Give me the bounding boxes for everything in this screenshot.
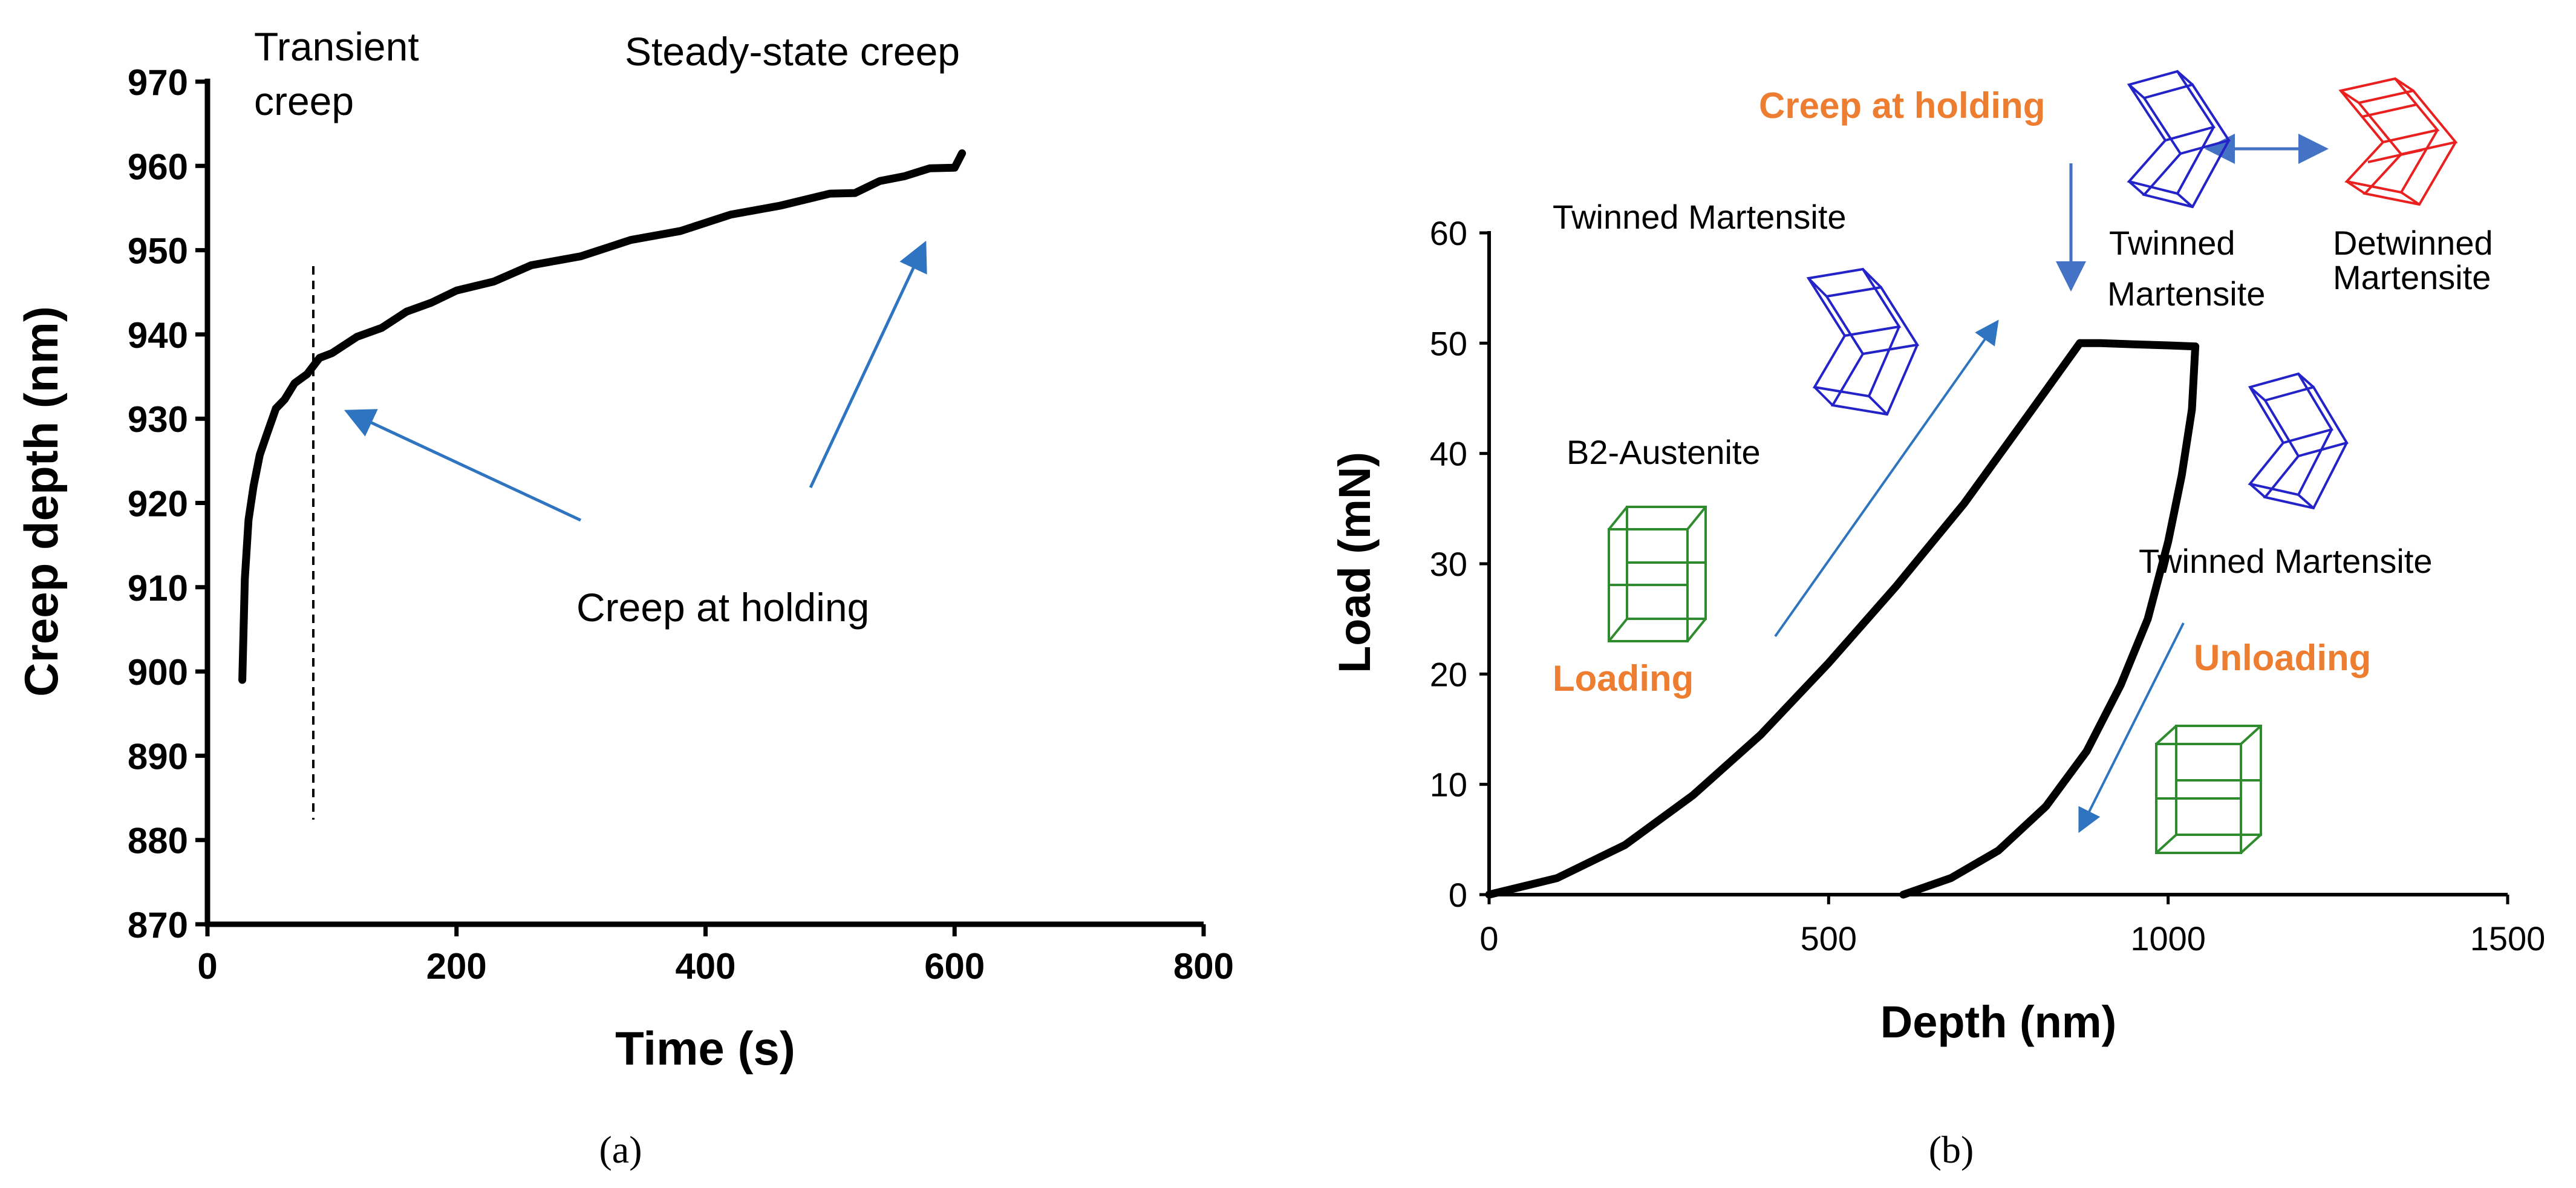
panel-a-y-tick-label: 920	[128, 484, 188, 524]
annotation-steady-state: Steady-state creep	[625, 29, 960, 74]
annotation-twinned-martensite-right: Twinned Martensite	[2139, 542, 2433, 580]
panel-a-ylabel: Creep depth (nm)	[15, 306, 68, 697]
b2-austenite-cell-icon	[1608, 506, 1707, 642]
panel-a-x-tick-label: 800	[1173, 946, 1234, 987]
twinned-martensite-cell-top-icon	[2127, 70, 2231, 209]
panel-a-y-tick-label: 970	[128, 62, 188, 103]
panel-b-y-ticks: 0 10 20 30 40 50 60	[1430, 214, 1489, 914]
austenite-cell-right-icon	[2155, 725, 2262, 854]
annotation-creep-at-holding-b: Creep at holding	[1759, 85, 2045, 126]
panel-b: 0 10 20 30 40 50 60 0 500 1000 1500 Load (mN) Dep…	[1329, 70, 2545, 1171]
panel-a-y-ticks: 870 880 890 900 910 920 930 940 950 960 970	[128, 62, 207, 945]
panel-b-series-loading	[1485, 339, 2084, 899]
panel-a-y-tick-label: 900	[128, 652, 188, 693]
panel-a-y-tick-label: 940	[128, 315, 188, 356]
panel-a-y-tick-label: 910	[128, 568, 188, 609]
annotation-twinned-top-line1: Twinned	[2109, 224, 2235, 262]
annotation-unloading: Unloading	[2194, 638, 2371, 678]
panel-b-y-tick-label: 50	[1430, 324, 1467, 362]
panel-a-y-tick-label: 960	[128, 146, 188, 187]
annotation-creep-at-holding: Creep at holding	[576, 585, 869, 630]
panel-a-x-tick-label: 200	[426, 946, 487, 987]
arrow-unloading	[2078, 622, 2185, 834]
panel-b-x-tick-label: 1000	[2130, 919, 2206, 958]
panel-b-y-tick-label: 60	[1430, 214, 1467, 252]
twinned-martensite-cell-left-icon	[1806, 267, 1920, 416]
annotation-transient-line2: creep	[254, 79, 354, 123]
panel-b-ylabel: Load (mN)	[1329, 452, 1380, 673]
panel-b-x-tick-label: 0	[1479, 919, 1498, 958]
arrow-loading	[1774, 319, 1999, 638]
panel-a-y-tick-label: 870	[128, 905, 188, 945]
annotation-detwinned-line1: Detwinned	[2333, 224, 2493, 262]
annotation-twinned-martensite-left: Twinned Martensite	[1553, 198, 1847, 236]
panel-a: 870 880 890 900 910 920 930 940 950 960 970 0 200 40…	[15, 24, 1234, 1171]
panel-b-series-unloading	[1899, 342, 2200, 899]
panel-b-y-tick-label: 0	[1449, 876, 1467, 914]
panel-a-xlabel: Time (s)	[615, 1022, 795, 1075]
panel-a-y-tick-label: 930	[128, 399, 188, 440]
arrow-to-transient	[344, 409, 582, 522]
panel-b-x-tick-label: 1500	[2470, 919, 2546, 958]
panel-b-x-ticks: 0 500 1000 1500	[1479, 895, 2545, 958]
panel-b-series-holding	[2076, 339, 2200, 351]
panel-b-xlabel: Depth (nm)	[1880, 997, 2117, 1047]
panel-b-x-tick-label: 500	[1801, 919, 1857, 958]
annotation-twinned-top-line2: Martensite	[2107, 275, 2265, 313]
panel-a-x-tick-label: 600	[924, 946, 985, 987]
annotation-loading: Loading	[1553, 658, 1694, 699]
panel-a-series-creep-depth	[238, 149, 967, 684]
panel-b-y-tick-label: 30	[1430, 545, 1467, 583]
arrow-to-steady	[809, 240, 927, 489]
panel-a-y-tick-label: 890	[128, 736, 188, 777]
panel-a-y-tick-label: 880	[128, 821, 188, 861]
panel-a-x-tick-label: 0	[197, 946, 217, 987]
detwinned-martensite-cell-icon	[2338, 77, 2458, 206]
panel-a-axes	[204, 79, 1204, 927]
panel-a-x-ticks: 0 200 400 600 800	[197, 924, 1234, 987]
panel-b-curves	[1485, 339, 2200, 899]
annotation-b2-austenite: B2-Austenite	[1567, 433, 1761, 471]
twinned-martensite-cell-right-icon	[2248, 372, 2349, 510]
panel-a-caption: (a)	[599, 1128, 642, 1171]
panel-a-x-tick-label: 400	[675, 946, 735, 987]
panel-b-y-tick-label: 10	[1430, 766, 1467, 804]
panel-b-y-tick-label: 40	[1430, 435, 1467, 473]
panel-b-caption: (b)	[1929, 1128, 1974, 1171]
annotation-detwinned-line2: Martensite	[2333, 258, 2491, 296]
panel-a-y-tick-label: 950	[128, 231, 188, 272]
annotation-transient-line1: Transient	[254, 24, 419, 69]
panel-b-y-tick-label: 20	[1430, 655, 1467, 693]
